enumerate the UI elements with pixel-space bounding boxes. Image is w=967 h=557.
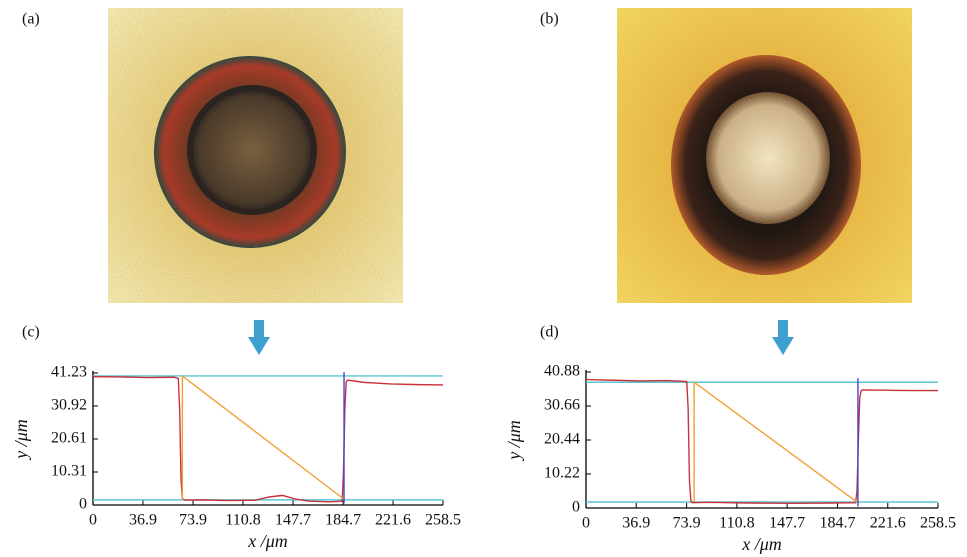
photo-a (108, 8, 403, 303)
y-tick-label: 0 (572, 499, 580, 516)
x-tick-label: 36.9 (129, 512, 157, 529)
panel-label: (a) (22, 11, 40, 28)
x-tick-label: 110.8 (719, 515, 754, 532)
y-tick-label: 10.22 (544, 465, 580, 482)
x-tick-label: 221.6 (870, 515, 906, 532)
x-tick-label: 147.7 (275, 512, 311, 529)
series-line (92, 375, 444, 503)
x-tick-label: 184.7 (820, 515, 856, 532)
x-tick-label: 0 (89, 512, 97, 529)
series-line (181, 374, 346, 501)
x-axis-label: x /μm (247, 531, 288, 551)
y-tick-label: 20.44 (544, 431, 580, 448)
panel-label: (b) (540, 11, 559, 28)
x-tick-label: 36.9 (622, 515, 650, 532)
x-tick-label: 73.9 (179, 512, 207, 529)
y-tick-label: 0 (79, 496, 87, 513)
x-tick-label: 258.5 (920, 515, 956, 532)
photo-b (617, 8, 912, 303)
series-line (693, 380, 858, 503)
panel-label: (c) (22, 324, 40, 341)
panel-label: (d) (540, 324, 559, 341)
y-tick-label: 40.88 (544, 363, 580, 380)
x-tick-label: 184.7 (325, 512, 361, 529)
x-tick-label: 258.5 (425, 512, 461, 529)
y-axis-label: y /μm (11, 419, 31, 461)
y-tick-label: 10.31 (51, 463, 87, 480)
y-tick-label: 30.92 (51, 397, 87, 414)
arrow (248, 320, 794, 355)
y-tick-label: 30.66 (544, 397, 580, 414)
x-tick-label: 73.9 (673, 515, 701, 532)
x-tick-label: 110.8 (225, 512, 260, 529)
series-line (585, 378, 938, 505)
x-axis-label: x /μm (741, 534, 782, 554)
y-axis-label: y /μm (504, 420, 524, 462)
x-tick-label: 221.6 (375, 512, 411, 529)
y-tick-label: 20.61 (51, 430, 87, 447)
x-tick-label: 147.7 (769, 515, 805, 532)
y-tick-label: 41.23 (51, 364, 87, 381)
x-tick-label: 0 (582, 515, 590, 532)
